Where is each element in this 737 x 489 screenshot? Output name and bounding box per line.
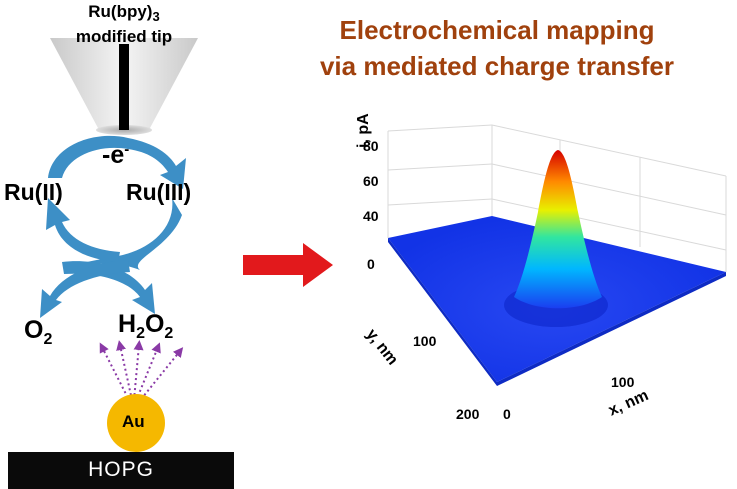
- tip-label-line1: Ru(bpy): [88, 2, 153, 21]
- surface-peak: [514, 150, 602, 309]
- tip-label-subscript: 3: [152, 9, 160, 24]
- hopg-label: HOPG: [88, 458, 154, 481]
- x-tick-100: 100: [611, 374, 635, 390]
- transition-arrow: [243, 243, 333, 287]
- z-tick-80: 80: [363, 138, 379, 154]
- x-tick-0: 0: [503, 406, 511, 422]
- o2-label-base: O: [24, 316, 44, 344]
- hopg-substrate: [8, 452, 234, 489]
- h2o2-label: H2O2: [118, 310, 173, 343]
- electron-label: -e-: [102, 141, 129, 170]
- redox-cycle-arrows: [40, 135, 186, 318]
- diffusion-arrows: [99, 340, 184, 404]
- title-line1: Electrochemical mapping: [339, 15, 655, 45]
- h2o2-o: O: [144, 310, 165, 338]
- electron-label-base: -e: [102, 141, 125, 169]
- z-tick-40: 40: [363, 208, 379, 224]
- y-tick-0: 0: [367, 256, 375, 272]
- h2o2-sub1: 2: [136, 325, 145, 342]
- au-particle: [107, 394, 165, 452]
- surface-plot: [387, 124, 727, 386]
- au-label: Au: [122, 412, 145, 431]
- o2-label: O2: [24, 316, 52, 349]
- ru3-label: Ru(III): [126, 179, 192, 205]
- o2-label-sub: 2: [43, 331, 53, 348]
- ru2-label: Ru(II): [4, 179, 63, 205]
- figure-title: Electrochemical mapping via mediated cha…: [262, 12, 732, 84]
- h2o2-h: H: [118, 310, 137, 338]
- tip-label: Ru(bpy)3 modified tip: [54, 2, 194, 47]
- tip-cone: [50, 38, 198, 135]
- z-tick-60: 60: [363, 173, 379, 189]
- h2o2-sub2: 2: [164, 325, 174, 342]
- electron-label-sup: -: [124, 141, 130, 158]
- y-tick-100: 100: [413, 333, 437, 349]
- tip-label-line2: modified tip: [75, 27, 173, 46]
- title-line2: via mediated charge transfer: [319, 51, 675, 81]
- y-tick-200: 200: [456, 406, 480, 422]
